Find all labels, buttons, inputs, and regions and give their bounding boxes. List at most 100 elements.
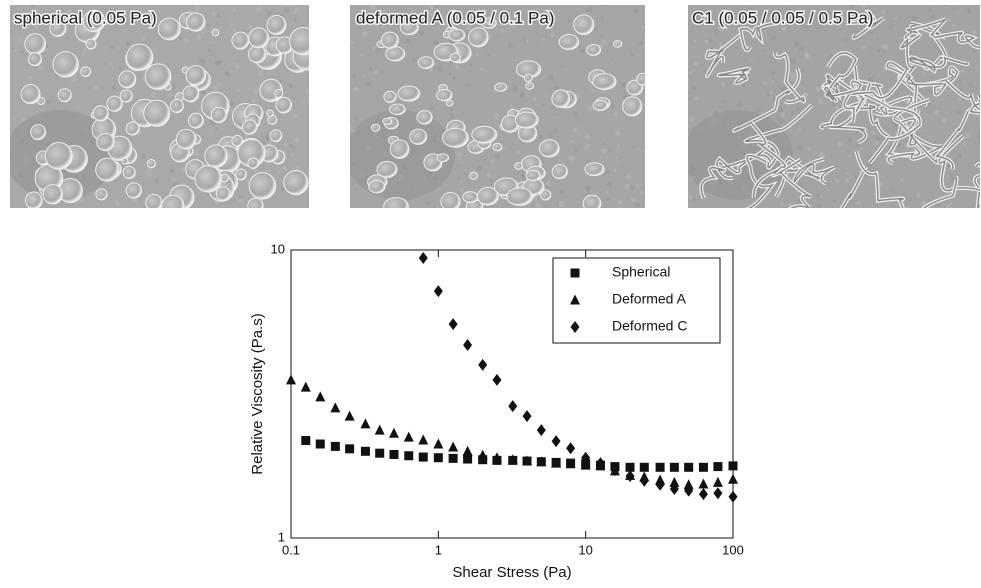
speckle	[534, 19, 538, 24]
droplet	[586, 44, 602, 56]
speckle	[889, 187, 895, 193]
speckle	[580, 48, 585, 53]
speckle	[431, 21, 437, 27]
marker-triangle	[491, 452, 502, 463]
x-tick-label: 0.1	[282, 542, 300, 557]
droplet	[215, 186, 231, 202]
speckle	[545, 180, 552, 187]
speckle	[861, 45, 866, 50]
speckle	[350, 125, 353, 131]
speckle	[236, 59, 239, 62]
speckle	[544, 34, 547, 38]
speckle	[966, 8, 972, 13]
speckle	[922, 129, 925, 132]
marker-triangle	[728, 473, 738, 484]
speckle	[610, 62, 613, 65]
speckle	[762, 81, 767, 86]
speckle	[353, 74, 356, 77]
speckle	[284, 6, 290, 12]
marker-triangle	[522, 455, 533, 466]
marker-triangle	[403, 431, 414, 442]
speckle	[157, 10, 161, 13]
droplet	[242, 119, 258, 135]
image-label: C1 (0.05 / 0.05 / 0.5 Pa)	[692, 8, 873, 27]
droplet	[143, 99, 171, 127]
speckle	[88, 48, 92, 52]
speckle	[945, 204, 952, 208]
speckle	[290, 152, 295, 157]
speckle	[877, 74, 881, 77]
speckle	[747, 18, 752, 23]
marker-triangle	[580, 459, 591, 470]
speckle	[608, 148, 612, 153]
speckle	[429, 67, 434, 72]
droplet	[382, 117, 393, 125]
speckle	[849, 5, 855, 9]
speckle	[887, 24, 893, 30]
speckle	[691, 85, 696, 91]
speckle	[977, 130, 980, 134]
speckle	[922, 71, 926, 75]
speckle	[849, 74, 852, 77]
droplet	[92, 105, 109, 122]
speckle	[875, 136, 881, 142]
speckle	[871, 130, 877, 136]
droplet	[417, 56, 435, 69]
speckle	[464, 172, 468, 176]
speckle	[495, 116, 499, 121]
speckle	[861, 5, 867, 8]
speckle	[30, 5, 35, 8]
droplet	[622, 96, 643, 117]
speckle	[183, 38, 190, 44]
marker-triangle	[669, 476, 680, 487]
marker-triangle	[507, 454, 518, 465]
marker-diamond	[478, 358, 488, 371]
speckle	[351, 183, 355, 187]
speckle	[294, 7, 300, 13]
speckle	[516, 150, 521, 155]
speckle	[350, 40, 355, 44]
droplet	[44, 142, 73, 170]
fiber-core	[739, 22, 779, 51]
speckle	[639, 190, 644, 195]
marker-square	[639, 462, 649, 472]
speckle	[934, 202, 940, 208]
droplet	[27, 52, 43, 67]
speckle	[211, 11, 217, 17]
speckle	[293, 11, 296, 15]
speckle	[824, 115, 828, 119]
speckle	[829, 54, 833, 57]
speckle	[622, 95, 627, 100]
speckle	[206, 90, 209, 94]
speckle	[815, 193, 821, 199]
speckle	[781, 26, 787, 32]
speckle	[769, 90, 774, 95]
marker-triangle	[433, 438, 444, 449]
speckle	[858, 146, 863, 151]
speckle	[547, 132, 553, 138]
speckle	[551, 105, 556, 109]
speckle	[771, 79, 775, 83]
x-axis-label: Shear Stress (Pa)	[452, 564, 571, 581]
speckle	[775, 116, 780, 121]
marker-square	[655, 462, 665, 472]
speckle	[246, 181, 249, 185]
speckle	[141, 36, 146, 42]
speckle	[456, 151, 462, 158]
speckle	[931, 15, 936, 19]
speckle	[780, 112, 786, 117]
droplet	[506, 187, 534, 206]
droplet	[383, 197, 409, 208]
speckle	[909, 50, 912, 54]
speckle	[209, 128, 214, 132]
speckle	[964, 132, 971, 138]
droplet	[204, 144, 228, 168]
droplet	[210, 106, 227, 124]
droplet	[409, 128, 428, 145]
speckle	[557, 158, 561, 162]
speckle	[584, 133, 591, 140]
marker-square	[315, 439, 325, 449]
speckle	[586, 6, 593, 13]
legend-label: Deformed C	[612, 318, 687, 334]
speckle	[466, 83, 470, 87]
